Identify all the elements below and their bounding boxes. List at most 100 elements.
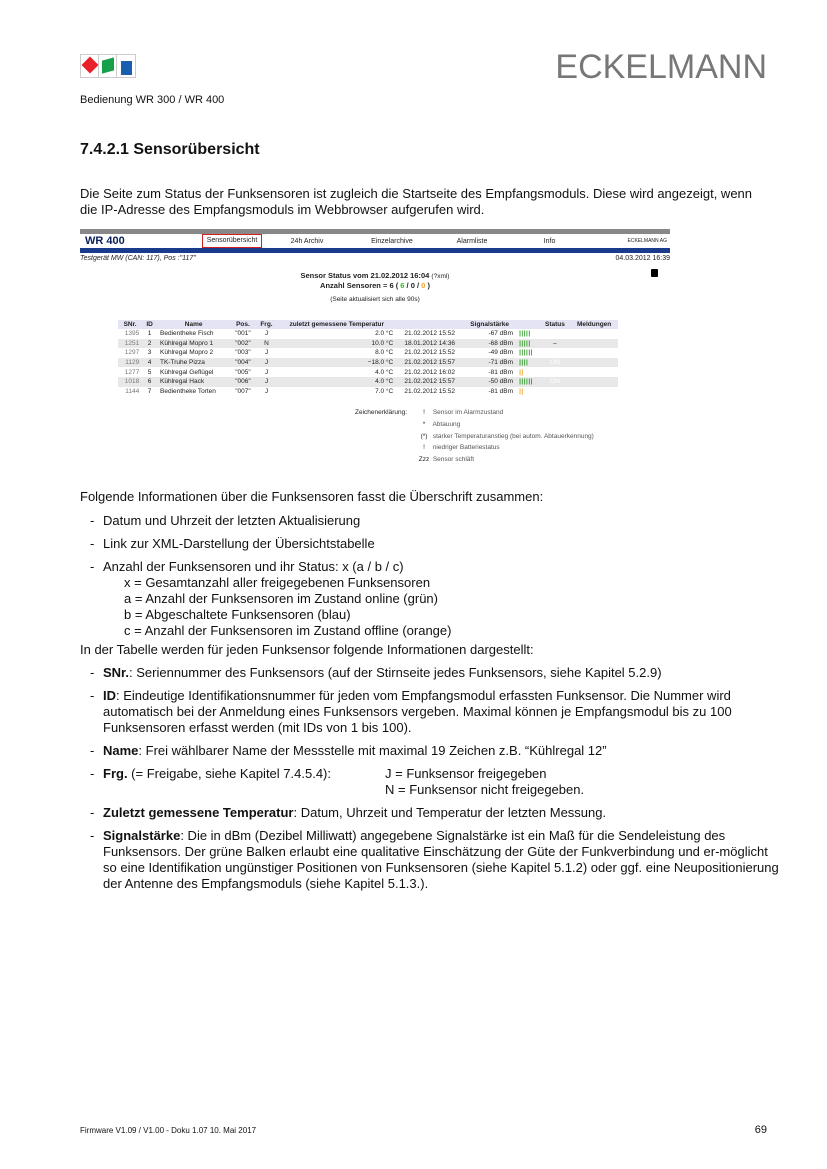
app-title: WR 400: [85, 235, 125, 247]
status-cell: ON: [539, 357, 571, 368]
legend-item: ! niedriger Batteriestatus: [417, 442, 594, 454]
timestamp-cell: 21.02.2012 15:57: [396, 357, 464, 368]
messages-cell: [570, 367, 618, 377]
legend-text: Sensor im Alarmzustand: [432, 409, 504, 416]
current-datetime: 04.03.2012 16:39: [615, 255, 671, 262]
column-header: zuletzt gemessene Temperatur: [277, 320, 397, 329]
nav-alarmliste[interactable]: Alarmliste: [456, 237, 488, 245]
legend-text: starker Temperaturanstieg (bei autom. Ab…: [432, 432, 594, 440]
frg-cell: J: [255, 376, 278, 387]
name-cell: Kühlregal Mopro 2: [157, 348, 231, 358]
frg-cell: J: [255, 386, 278, 397]
signal-cell: -67 dBm: [463, 329, 517, 339]
count-prefix: Anzahl Sensoren = 6 (: [320, 281, 399, 290]
table-row[interactable]: 1018 6 Kühlregal Hack "006" J 4.0 °C 21.02.201…: [118, 376, 618, 387]
column-header: Meldungen: [570, 320, 618, 329]
legend-text: niedriger Batteriestatus: [432, 444, 500, 452]
company-name: ECKELMANN AG: [627, 238, 667, 244]
document-subtitle: Bedienung WR 300 / WR 400: [80, 94, 225, 106]
column-header: [396, 320, 464, 329]
id-cell: 2: [142, 338, 157, 349]
messages-cell: [570, 329, 618, 339]
eckelmann-logo-mark: [80, 54, 136, 78]
table-row[interactable]: 1251 2 Kühlregal Mopro 1 "002" N 10.0 °C 18.01…: [118, 338, 618, 349]
nav-info[interactable]: Info: [543, 237, 556, 245]
pos-cell: "006": [230, 376, 256, 387]
paragraph-table-info: In der Tabelle werden für jeden Funksens…: [80, 642, 534, 657]
temperature-cell: 2.0 °C: [277, 329, 397, 339]
signal-bars: ||||: [516, 357, 540, 368]
signal-cell: -50 dBm: [463, 376, 517, 387]
list-item-name: Name: Frei wählbarer Name der Messstelle…: [80, 743, 780, 759]
name-cell: Kühlregal Mopro 1: [157, 338, 231, 349]
frg-cell: N: [255, 338, 278, 349]
legend-item: ! Sensor im Alarmzustand: [417, 407, 594, 419]
timestamp-cell: 21.02.2012 15:57: [396, 376, 464, 387]
status-title: Sensor Status vom 21.02.2012 16:04: [300, 271, 430, 280]
table-row[interactable]: 1297 3 Kühlregal Mopro 2 "003" J 8.0 °C 21.02.…: [118, 348, 618, 358]
serial-cell: 1277: [118, 367, 143, 377]
column-header: Pos.: [230, 320, 256, 329]
signal-cell: -71 dBm: [463, 357, 517, 368]
list-item-temperature: Zuletzt gemessene Temperatur: Datum, Uhr…: [80, 805, 780, 821]
legend-symbol: (*): [420, 432, 428, 440]
pos-cell: "005": [230, 367, 256, 377]
timestamp-cell: 21.02.2012 16:02: [396, 367, 464, 377]
xml-link[interactable]: (?xml): [431, 273, 450, 280]
lock-icon[interactable]: [651, 269, 658, 277]
id-cell: 7: [142, 386, 157, 397]
legend-symbol: !: [423, 409, 425, 416]
column-header: SNr.: [118, 320, 143, 329]
footer-text: Firmware V1.09 / V1.00 - Doku 1.07 10. M…: [80, 1126, 257, 1135]
timestamp-cell: 21.02.2012 15:52: [396, 386, 464, 397]
status-cell: –: [539, 338, 571, 349]
signal-cell: -81 dBm: [463, 386, 517, 397]
signal-bars: ||||||: [516, 348, 540, 358]
pos-cell: "004": [230, 357, 256, 368]
serial-cell: 1018: [118, 376, 143, 387]
frg-cell: J: [255, 357, 278, 368]
id-cell: 5: [142, 367, 157, 377]
messages-cell: [570, 348, 618, 358]
signal-bars: |||||: [516, 329, 540, 339]
name-cell: TK-Truhe Pizza: [157, 357, 231, 368]
nav-einzelarchive[interactable]: Einzelarchive: [371, 237, 413, 245]
timestamp-cell: 18.01.2012 14:36: [396, 338, 464, 349]
legend-item: Zzz Sensor schläft: [417, 454, 594, 466]
table-row[interactable]: 1395 1 Bedientheke Fisch "001" J 2.0 °C 21.02.…: [118, 329, 618, 339]
status-cell: ON: [539, 376, 571, 387]
timestamp-cell: 21.02.2012 15:52: [396, 329, 464, 339]
table-row[interactable]: 1277 5 Kühlregal Geflügel "005" J 4.0 °C 21.02…: [118, 367, 618, 377]
embedded-screenshot: WR 400 Sensorübersicht 24h Archiv Einzel…: [80, 229, 670, 467]
signal-bars: ||||||: [516, 376, 540, 387]
messages-cell: [570, 386, 618, 397]
signal-cell: -49 dBm: [463, 348, 517, 358]
list-item: Anzahl der Funksensoren und ihr Status: …: [80, 559, 780, 575]
brand-name: ECKELMANN: [555, 48, 767, 86]
name-cell: Bedientheke Torten: [157, 386, 231, 397]
count-offline: 0: [421, 281, 426, 290]
id-cell: 6: [142, 376, 157, 387]
legend-label: Zeichenerklärung:: [355, 409, 408, 416]
column-header: [516, 320, 540, 329]
temperature-cell: 7.0 °C: [277, 386, 397, 397]
id-cell: 1: [142, 329, 157, 339]
temperature-cell: 10.0 °C: [277, 338, 397, 349]
serial-cell: 1251: [118, 338, 143, 349]
status-cell: ON: [539, 386, 571, 397]
device-info: Testgerät MW (CAN: 117), Pos :"117": [80, 255, 196, 262]
top-bar: [80, 229, 670, 234]
pos-cell: "001": [230, 329, 256, 339]
pos-cell: "003": [230, 348, 256, 358]
list-item-frg: Frg. (= Freigabe, siehe Kapitel 7.4.5.4)…: [80, 766, 780, 798]
temperature-cell: 4.0 °C: [277, 376, 397, 387]
sub-item: x = Gesamtanzahl aller freigegebenen Fun…: [124, 575, 431, 590]
sensor-table: SNr. ID Name Pos. Frg. zuletzt gemessene Temp…: [118, 320, 618, 397]
nav-sensoruebersicht[interactable]: Sensorübersicht: [202, 234, 262, 248]
nav-24h-archiv[interactable]: 24h Archiv: [290, 237, 324, 245]
table-row[interactable]: 1129 4 TK-Truhe Pizza "004" J −18.0 °C 21.02.2…: [118, 357, 618, 368]
intro-paragraph: Die Seite zum Status der Funksensoren is…: [80, 186, 753, 217]
list-item-signal: Signalstärke: Die in dBm (Dezibel Milliw…: [80, 828, 780, 892]
table-row[interactable]: 1144 7 Bedientheke Torten "007" J 7.0 °C 21.02…: [118, 386, 618, 397]
messages-cell: [570, 357, 618, 368]
